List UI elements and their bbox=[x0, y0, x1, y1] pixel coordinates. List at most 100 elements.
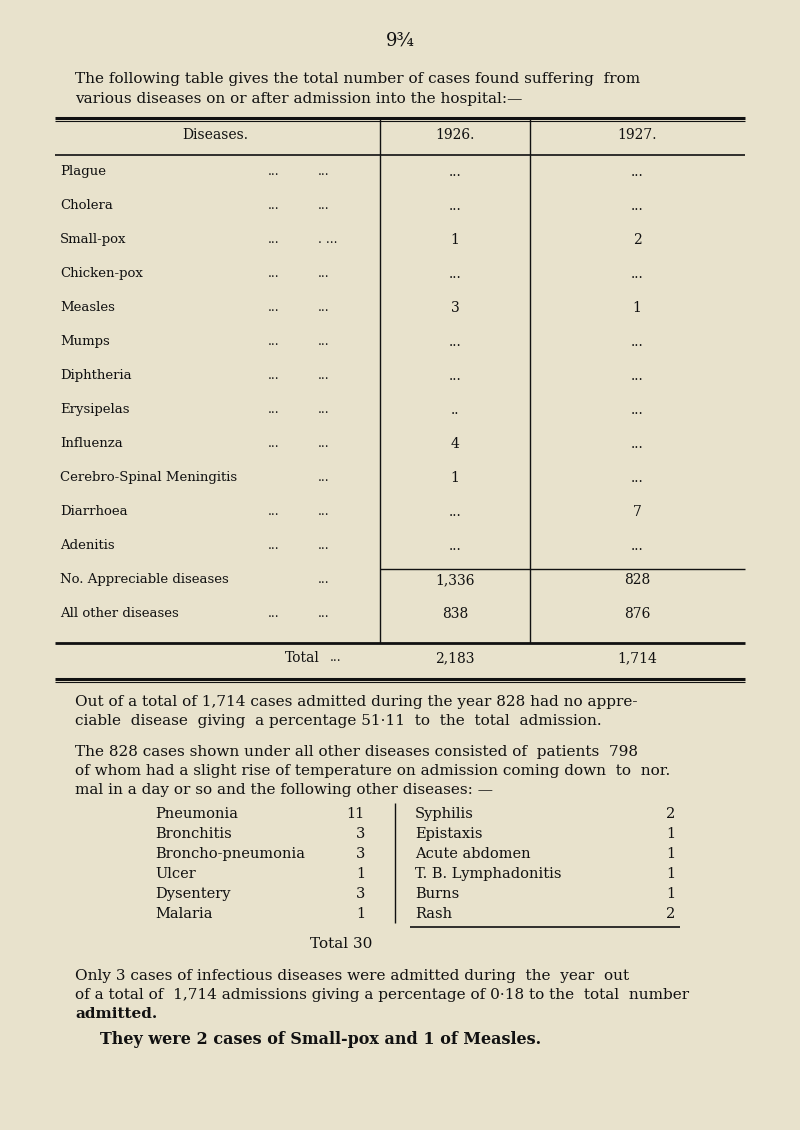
Text: 11: 11 bbox=[346, 807, 365, 822]
Text: ...: ... bbox=[630, 165, 643, 179]
Text: ...: ... bbox=[449, 267, 462, 281]
Text: ...: ... bbox=[268, 403, 280, 416]
Text: various diseases on or after admission into the hospital:—: various diseases on or after admission i… bbox=[75, 92, 522, 106]
Text: ...: ... bbox=[268, 301, 280, 314]
Text: Influenza: Influenza bbox=[60, 437, 122, 450]
Text: ...: ... bbox=[449, 165, 462, 179]
Text: 1: 1 bbox=[633, 301, 642, 315]
Text: ciable  disease  giving  a percentage 51·11  to  the  total  admission.: ciable disease giving a percentage 51·11… bbox=[75, 714, 602, 728]
Text: 2: 2 bbox=[633, 233, 642, 247]
Text: ...: ... bbox=[318, 267, 330, 280]
Text: 3: 3 bbox=[450, 301, 459, 315]
Text: 1,336: 1,336 bbox=[435, 573, 474, 586]
Text: Acute abdomen: Acute abdomen bbox=[415, 848, 530, 861]
Text: Pneumonia: Pneumonia bbox=[155, 807, 238, 822]
Text: Measles: Measles bbox=[60, 301, 115, 314]
Text: 2: 2 bbox=[666, 807, 675, 822]
Text: ...: ... bbox=[318, 573, 330, 586]
Text: ...: ... bbox=[630, 334, 643, 349]
Text: 1,714: 1,714 bbox=[617, 651, 657, 664]
Text: 2,183: 2,183 bbox=[435, 651, 474, 664]
Text: ...: ... bbox=[318, 471, 330, 484]
Text: ...: ... bbox=[449, 505, 462, 519]
Text: Bronchitis: Bronchitis bbox=[155, 827, 232, 841]
Text: Broncho-pneumonia: Broncho-pneumonia bbox=[155, 848, 305, 861]
Text: Chicken-pox: Chicken-pox bbox=[60, 267, 143, 280]
Text: ...: ... bbox=[318, 403, 330, 416]
Text: 876: 876 bbox=[624, 607, 650, 622]
Text: Out of a total of 1,714 cases admitted during the year 828 had no appre-: Out of a total of 1,714 cases admitted d… bbox=[75, 695, 638, 709]
Text: ...: ... bbox=[318, 199, 330, 212]
Text: ...: ... bbox=[268, 505, 280, 518]
Text: Mumps: Mumps bbox=[60, 334, 110, 348]
Text: Dysentery: Dysentery bbox=[155, 887, 230, 901]
Text: T. B. Lymphadonitis: T. B. Lymphadonitis bbox=[415, 867, 562, 881]
Text: ...: ... bbox=[318, 370, 330, 382]
Text: ...: ... bbox=[330, 651, 342, 664]
Text: Malaria: Malaria bbox=[155, 907, 213, 921]
Text: Epistaxis: Epistaxis bbox=[415, 827, 482, 841]
Text: Adenitis: Adenitis bbox=[60, 539, 114, 551]
Text: Syphilis: Syphilis bbox=[415, 807, 474, 822]
Text: admitted.: admitted. bbox=[75, 1007, 158, 1022]
Text: ...: ... bbox=[318, 165, 330, 179]
Text: ...: ... bbox=[268, 539, 280, 551]
Text: ...: ... bbox=[318, 607, 330, 620]
Text: Total: Total bbox=[285, 651, 320, 664]
Text: ...: ... bbox=[268, 267, 280, 280]
Text: The following table gives the total number of cases found suffering  from: The following table gives the total numb… bbox=[75, 72, 640, 86]
Text: ...: ... bbox=[630, 403, 643, 417]
Text: They were 2 cases of Small-pox and 1 of Measles.: They were 2 cases of Small-pox and 1 of … bbox=[100, 1031, 541, 1048]
Text: ...: ... bbox=[268, 233, 280, 246]
Text: ...: ... bbox=[318, 437, 330, 450]
Text: ...: ... bbox=[268, 437, 280, 450]
Text: ...: ... bbox=[318, 505, 330, 518]
Text: Plague: Plague bbox=[60, 165, 106, 179]
Text: Rash: Rash bbox=[415, 907, 452, 921]
Text: ...: ... bbox=[318, 301, 330, 314]
Text: 1: 1 bbox=[356, 867, 365, 881]
Text: Diphtheria: Diphtheria bbox=[60, 370, 132, 382]
Text: Burns: Burns bbox=[415, 887, 459, 901]
Text: All other diseases: All other diseases bbox=[60, 607, 178, 620]
Text: 9¾: 9¾ bbox=[386, 32, 414, 50]
Text: 1: 1 bbox=[450, 233, 459, 247]
Text: No. Appreciable diseases: No. Appreciable diseases bbox=[60, 573, 229, 586]
Text: 3: 3 bbox=[356, 887, 365, 901]
Text: Small-pox: Small-pox bbox=[60, 233, 126, 246]
Text: Total 30: Total 30 bbox=[310, 937, 372, 951]
Text: ...: ... bbox=[268, 607, 280, 620]
Text: ...: ... bbox=[630, 539, 643, 553]
Text: 838: 838 bbox=[442, 607, 468, 622]
Text: The 828 cases shown under all other diseases consisted of  patients  798: The 828 cases shown under all other dise… bbox=[75, 745, 638, 759]
Text: 1: 1 bbox=[666, 887, 675, 901]
Text: 1: 1 bbox=[666, 867, 675, 881]
Text: 1: 1 bbox=[666, 848, 675, 861]
Text: ...: ... bbox=[630, 471, 643, 485]
Text: 1926.: 1926. bbox=[435, 128, 474, 142]
Text: ...: ... bbox=[630, 370, 643, 383]
Text: 7: 7 bbox=[633, 505, 642, 519]
Text: 1: 1 bbox=[450, 471, 459, 485]
Text: Ulcer: Ulcer bbox=[155, 867, 196, 881]
Text: Cholera: Cholera bbox=[60, 199, 113, 212]
Text: 2: 2 bbox=[666, 907, 675, 921]
Text: ..: .. bbox=[450, 403, 459, 417]
Text: ...: ... bbox=[449, 370, 462, 383]
Text: ...: ... bbox=[630, 437, 643, 451]
Text: ...: ... bbox=[630, 199, 643, 212]
Text: 3: 3 bbox=[356, 827, 365, 841]
Text: of whom had a slight rise of temperature on admission coming down  to  nor.: of whom had a slight rise of temperature… bbox=[75, 764, 670, 777]
Text: Only 3 cases of infectious diseases were admitted during  the  year  out: Only 3 cases of infectious diseases were… bbox=[75, 970, 629, 983]
Text: ...: ... bbox=[268, 165, 280, 179]
Text: ...: ... bbox=[318, 539, 330, 551]
Text: Cerebro-Spinal Meningitis: Cerebro-Spinal Meningitis bbox=[60, 471, 237, 484]
Text: ...: ... bbox=[630, 267, 643, 281]
Text: ...: ... bbox=[268, 334, 280, 348]
Text: . ...: . ... bbox=[318, 233, 338, 246]
Text: of a total of  1,714 admissions giving a percentage of 0·18 to the  total  numbe: of a total of 1,714 admissions giving a … bbox=[75, 988, 689, 1002]
Text: ...: ... bbox=[449, 539, 462, 553]
Text: ...: ... bbox=[268, 199, 280, 212]
Text: mal in a day or so and the following other diseases: —: mal in a day or so and the following oth… bbox=[75, 783, 493, 797]
Text: 828: 828 bbox=[624, 573, 650, 586]
